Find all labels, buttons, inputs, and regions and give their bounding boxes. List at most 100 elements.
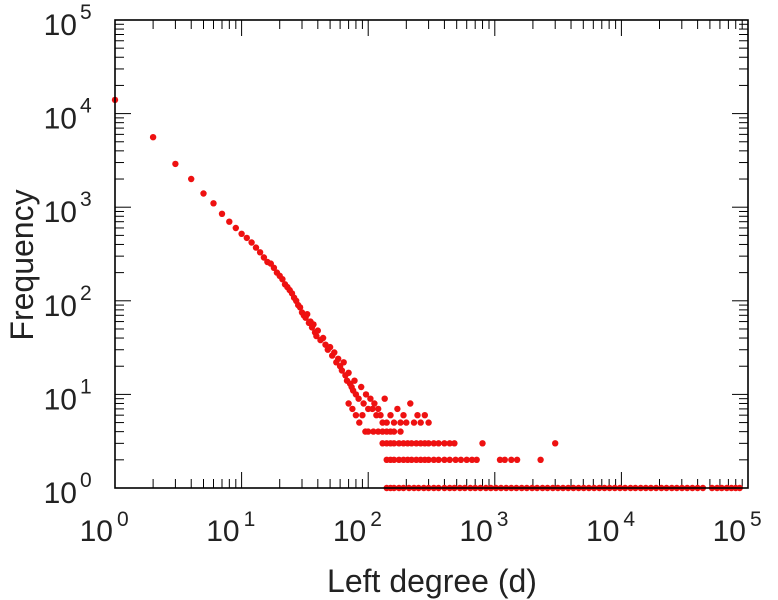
- data-point: [479, 440, 486, 447]
- data-point: [387, 412, 394, 419]
- x-tick-exponent: 1: [244, 508, 256, 531]
- data-point: [452, 456, 459, 463]
- data-point: [390, 419, 398, 426]
- data-point: [355, 395, 362, 402]
- data-point: [313, 332, 320, 340]
- data-point: [243, 234, 250, 242]
- major-ticks: [114, 19, 749, 489]
- data-point: [345, 400, 352, 407]
- data-point: [552, 440, 559, 447]
- data-point: [410, 419, 418, 426]
- data-point: [335, 355, 342, 362]
- y-tick-label: 10 2: [44, 282, 92, 323]
- data-point: [397, 419, 404, 426]
- x-tick-label: 10 2: [333, 508, 382, 548]
- data-point: [359, 412, 366, 419]
- data-point: [331, 349, 338, 356]
- data-point: [430, 440, 437, 447]
- data-point: [413, 456, 420, 463]
- data-point: [397, 428, 404, 435]
- data-point: [435, 440, 442, 447]
- data-point: [238, 230, 245, 237]
- y-tick-base: 10: [44, 290, 77, 323]
- data-point: [390, 428, 398, 435]
- data-point: [248, 239, 255, 246]
- data-point: [210, 200, 217, 207]
- x-tick-labels: 10 0 10 1 10 2 10 3 10 4 10 5: [80, 508, 762, 548]
- data-point: [383, 419, 390, 426]
- data-point: [352, 412, 360, 419]
- data-point: [232, 224, 239, 232]
- data-point: [441, 456, 448, 463]
- data-point: [260, 254, 268, 261]
- data-point: [252, 244, 260, 251]
- data-point: [256, 249, 264, 256]
- y-tick-base: 10: [44, 103, 77, 136]
- x-tick-label: 10 1: [206, 508, 255, 548]
- data-point: [377, 412, 384, 419]
- y-tick-exponent: 5: [80, 1, 92, 24]
- data-point: [508, 456, 515, 463]
- data-point: [451, 440, 458, 447]
- data-point: [400, 412, 407, 419]
- data-point: [370, 428, 377, 435]
- data-point: [296, 304, 304, 311]
- data-point: [501, 456, 508, 463]
- data-point: [394, 405, 401, 413]
- data-point: [358, 383, 365, 391]
- data-point: [349, 405, 356, 413]
- data-point: [407, 400, 414, 407]
- y-tick-label: 10 5: [44, 1, 92, 42]
- y-tick-exponent: 4: [80, 95, 92, 118]
- x-tick-base: 10: [459, 515, 492, 548]
- data-point: [369, 405, 376, 413]
- x-tick-base: 10: [586, 515, 619, 548]
- data-point: [441, 440, 448, 447]
- data-point: [375, 405, 382, 413]
- data-point: [446, 456, 453, 463]
- x-tick-base: 10: [206, 515, 239, 548]
- data-point: [375, 428, 382, 435]
- data-point: [326, 343, 334, 351]
- data-point: [413, 440, 420, 447]
- data-point: [390, 440, 398, 447]
- data-point: [356, 419, 363, 426]
- data-point: [367, 395, 374, 402]
- x-tick-label: 10 0: [80, 508, 129, 548]
- data-point: [345, 369, 352, 376]
- y-tick-exponent: 1: [80, 375, 92, 398]
- data-point: [457, 456, 465, 463]
- data-point: [425, 419, 432, 426]
- data-point: [395, 440, 403, 447]
- data-point: [226, 218, 233, 225]
- data-point: [468, 456, 476, 463]
- minor-ticks: [115, 20, 748, 488]
- data-point: [435, 456, 442, 463]
- y-tick-base: 10: [44, 9, 77, 42]
- y-tick-base: 10: [44, 477, 77, 510]
- data-point: [188, 175, 195, 183]
- data-point: [403, 419, 410, 426]
- data-point: [537, 456, 544, 463]
- data-point: [425, 440, 432, 447]
- data-point: [172, 160, 179, 168]
- y-tick-label: 10 0: [44, 469, 92, 510]
- data-point: [218, 210, 226, 217]
- x-tick-base: 10: [80, 515, 113, 548]
- y-tick-label: 10 3: [44, 188, 92, 229]
- data-point: [304, 311, 311, 318]
- y-tick-label: 10 4: [44, 95, 92, 136]
- y-tick-label: 10 1: [44, 375, 92, 416]
- y-tick-exponent: 2: [80, 282, 92, 305]
- y-axis-label: Frequency: [4, 189, 40, 340]
- data-point: [408, 440, 415, 447]
- x-tick-label: 10 4: [586, 508, 635, 548]
- data-point: [390, 456, 398, 463]
- data-point: [360, 400, 367, 407]
- x-tick-base: 10: [333, 515, 366, 548]
- data-point: [513, 456, 521, 463]
- x-tick-exponent: 3: [497, 508, 509, 531]
- data-point: [395, 456, 403, 463]
